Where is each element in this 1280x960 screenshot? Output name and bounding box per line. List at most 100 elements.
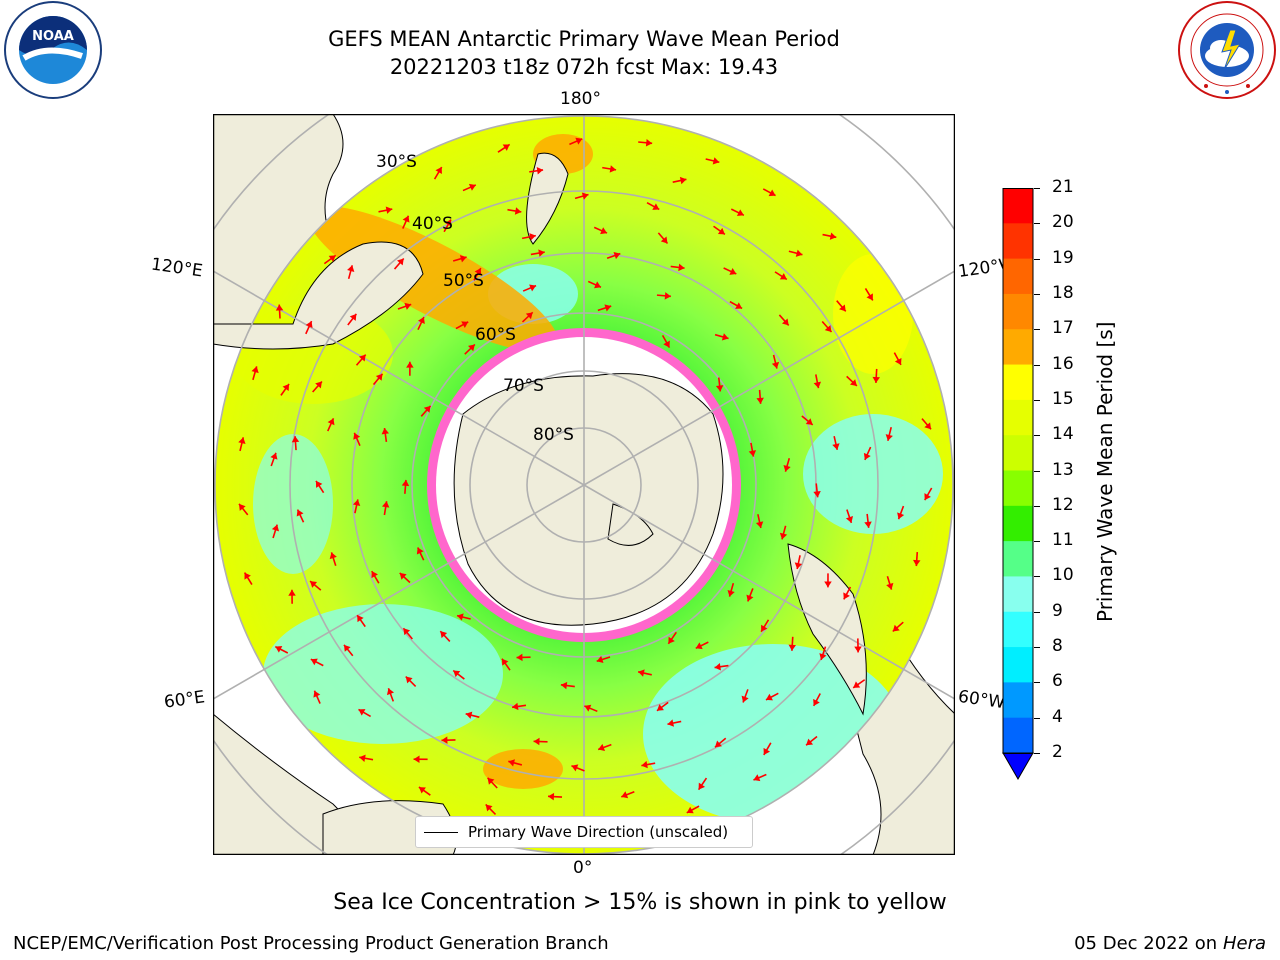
wave-arrow-head bbox=[525, 312, 533, 320]
lat-label-60s: 60°S bbox=[475, 325, 516, 345]
wave-arrow-head bbox=[581, 192, 589, 200]
colorbar-tick-mark bbox=[1034, 576, 1040, 578]
wave-arrow-head bbox=[866, 293, 873, 301]
wave-arrow-head bbox=[423, 405, 431, 413]
map-legend: Primary Wave Direction (unscaled) bbox=[415, 816, 753, 848]
wave-arrow-head bbox=[912, 559, 921, 567]
wave-arrow-head bbox=[885, 434, 893, 441]
wave-arrow-head bbox=[853, 681, 861, 688]
wave-arrow-head bbox=[418, 787, 426, 794]
wave-arrow-head bbox=[698, 782, 706, 790]
wave-arrow-head bbox=[600, 227, 608, 235]
colorbar-tick-label: 16 bbox=[1052, 353, 1074, 374]
colorbar-tick-label: 19 bbox=[1052, 247, 1074, 268]
wave-arrow-head bbox=[271, 524, 280, 532]
colorbar-segment bbox=[1003, 576, 1033, 613]
wave-arrow-head bbox=[604, 304, 612, 312]
wave-arrow-head bbox=[829, 232, 837, 240]
colorbar-segment bbox=[1003, 505, 1033, 542]
wave-arrow-head bbox=[712, 157, 720, 165]
wave-arrow-head bbox=[872, 376, 880, 383]
colorbar-tick-label: 21 bbox=[1052, 177, 1074, 197]
wave-arrow-head bbox=[328, 255, 336, 262]
map-panel: 30°S 40°S 50°S 60°S 70°S 80°S Primary Wa… bbox=[212, 113, 956, 856]
wave-arrow-head bbox=[641, 760, 648, 769]
colorbar-tick-mark bbox=[1034, 364, 1040, 366]
wave-arrow-head bbox=[924, 493, 931, 501]
colorbar-tick-mark bbox=[1034, 188, 1040, 189]
wave-arrow-head bbox=[385, 206, 393, 214]
wave-arrow-head bbox=[598, 743, 606, 751]
wave-arrow-head bbox=[313, 690, 321, 698]
wave-arrow-head bbox=[516, 653, 523, 662]
wave-arrow-head bbox=[282, 383, 290, 391]
lat-label-40s: 40°S bbox=[412, 214, 453, 234]
wave-arrow-head bbox=[886, 582, 894, 590]
colorbar-segment bbox=[1003, 647, 1033, 683]
wave-arrow-head bbox=[288, 589, 296, 596]
wave-arrow-head bbox=[459, 255, 467, 263]
colorbar-segment bbox=[1003, 329, 1033, 366]
wave-arrow-head bbox=[695, 642, 703, 650]
lat-label-50s: 50°S bbox=[443, 271, 484, 291]
wave-arrow-head bbox=[435, 167, 442, 175]
wave-arrow-head bbox=[596, 655, 604, 664]
footer-date: 05 Dec 2022 on Hera bbox=[1074, 933, 1266, 954]
legend-line-swatch bbox=[424, 831, 458, 833]
wave-arrow-head bbox=[794, 562, 803, 569]
colorbar-tick-label: 20 bbox=[1052, 212, 1074, 233]
wave-arrow-head bbox=[652, 203, 660, 210]
noaa-logo-text: NOAA bbox=[32, 29, 74, 44]
wave-arrow-head bbox=[343, 644, 351, 652]
wave-arrow-head bbox=[403, 628, 411, 636]
wave-arrow-head bbox=[397, 258, 404, 266]
colorbar-segment bbox=[1003, 682, 1033, 719]
wave-arrow-head bbox=[441, 736, 448, 744]
wave-arrow-head bbox=[238, 437, 246, 444]
colorbar-extend-triangle bbox=[1002, 752, 1034, 781]
colorbar-tick-mark bbox=[1034, 399, 1040, 401]
wave-arrow-head bbox=[864, 521, 872, 528]
wave-arrow-head bbox=[468, 344, 475, 352]
wave-arrow-head bbox=[746, 594, 754, 602]
wave-arrow-head bbox=[529, 284, 537, 292]
wave-arrow-head bbox=[461, 321, 469, 329]
wave-arrow-head bbox=[768, 189, 776, 197]
wave-arrow-head bbox=[813, 491, 821, 498]
national-weather-service-logo bbox=[1176, 0, 1278, 100]
wave-arrow-head bbox=[813, 698, 820, 706]
lat-label-30s: 30°S bbox=[376, 152, 417, 172]
wave-arrow-head bbox=[352, 499, 361, 507]
wave-arrow-head bbox=[359, 754, 366, 762]
wave-arrow-head bbox=[609, 165, 617, 173]
wave-arrow-head bbox=[854, 646, 862, 653]
wave-arrow-head bbox=[575, 137, 583, 145]
wave-arrow-head bbox=[839, 304, 846, 312]
wave-arrow-head bbox=[440, 631, 448, 639]
wave-arrow-head bbox=[850, 379, 857, 386]
colorbar-segment bbox=[1003, 188, 1033, 224]
wave-arrow-head bbox=[381, 501, 390, 508]
wave-arrow-head bbox=[371, 571, 378, 579]
wave-arrow-head bbox=[251, 366, 259, 374]
wave-arrow-head bbox=[715, 385, 724, 392]
legend-label: Primary Wave Direction (unscaled) bbox=[468, 823, 729, 841]
colorbar-segment bbox=[1003, 293, 1033, 330]
wave-arrow-head bbox=[404, 302, 412, 310]
wave-arrow-head bbox=[468, 183, 476, 191]
colorbar-tick-label: 18 bbox=[1052, 282, 1074, 303]
wave-arrow-head bbox=[465, 711, 473, 719]
wave-arrow-head bbox=[779, 273, 787, 280]
wave-arrow-head bbox=[924, 422, 932, 430]
wave-arrow-head bbox=[487, 777, 495, 785]
colorbar-tick-label: 15 bbox=[1052, 388, 1074, 409]
wave-arrow-head bbox=[781, 318, 789, 326]
wave-arrow-head bbox=[727, 589, 735, 597]
wave-arrow-head bbox=[296, 509, 304, 517]
wave-arrow-head bbox=[813, 381, 822, 389]
wave-arrow-head bbox=[406, 361, 414, 368]
colorbar-tick-label: 2 bbox=[1052, 742, 1063, 762]
wave-arrow-head bbox=[656, 704, 664, 711]
wave-arrow-head bbox=[645, 139, 653, 147]
colorbar-tick-label: 12 bbox=[1052, 494, 1074, 515]
